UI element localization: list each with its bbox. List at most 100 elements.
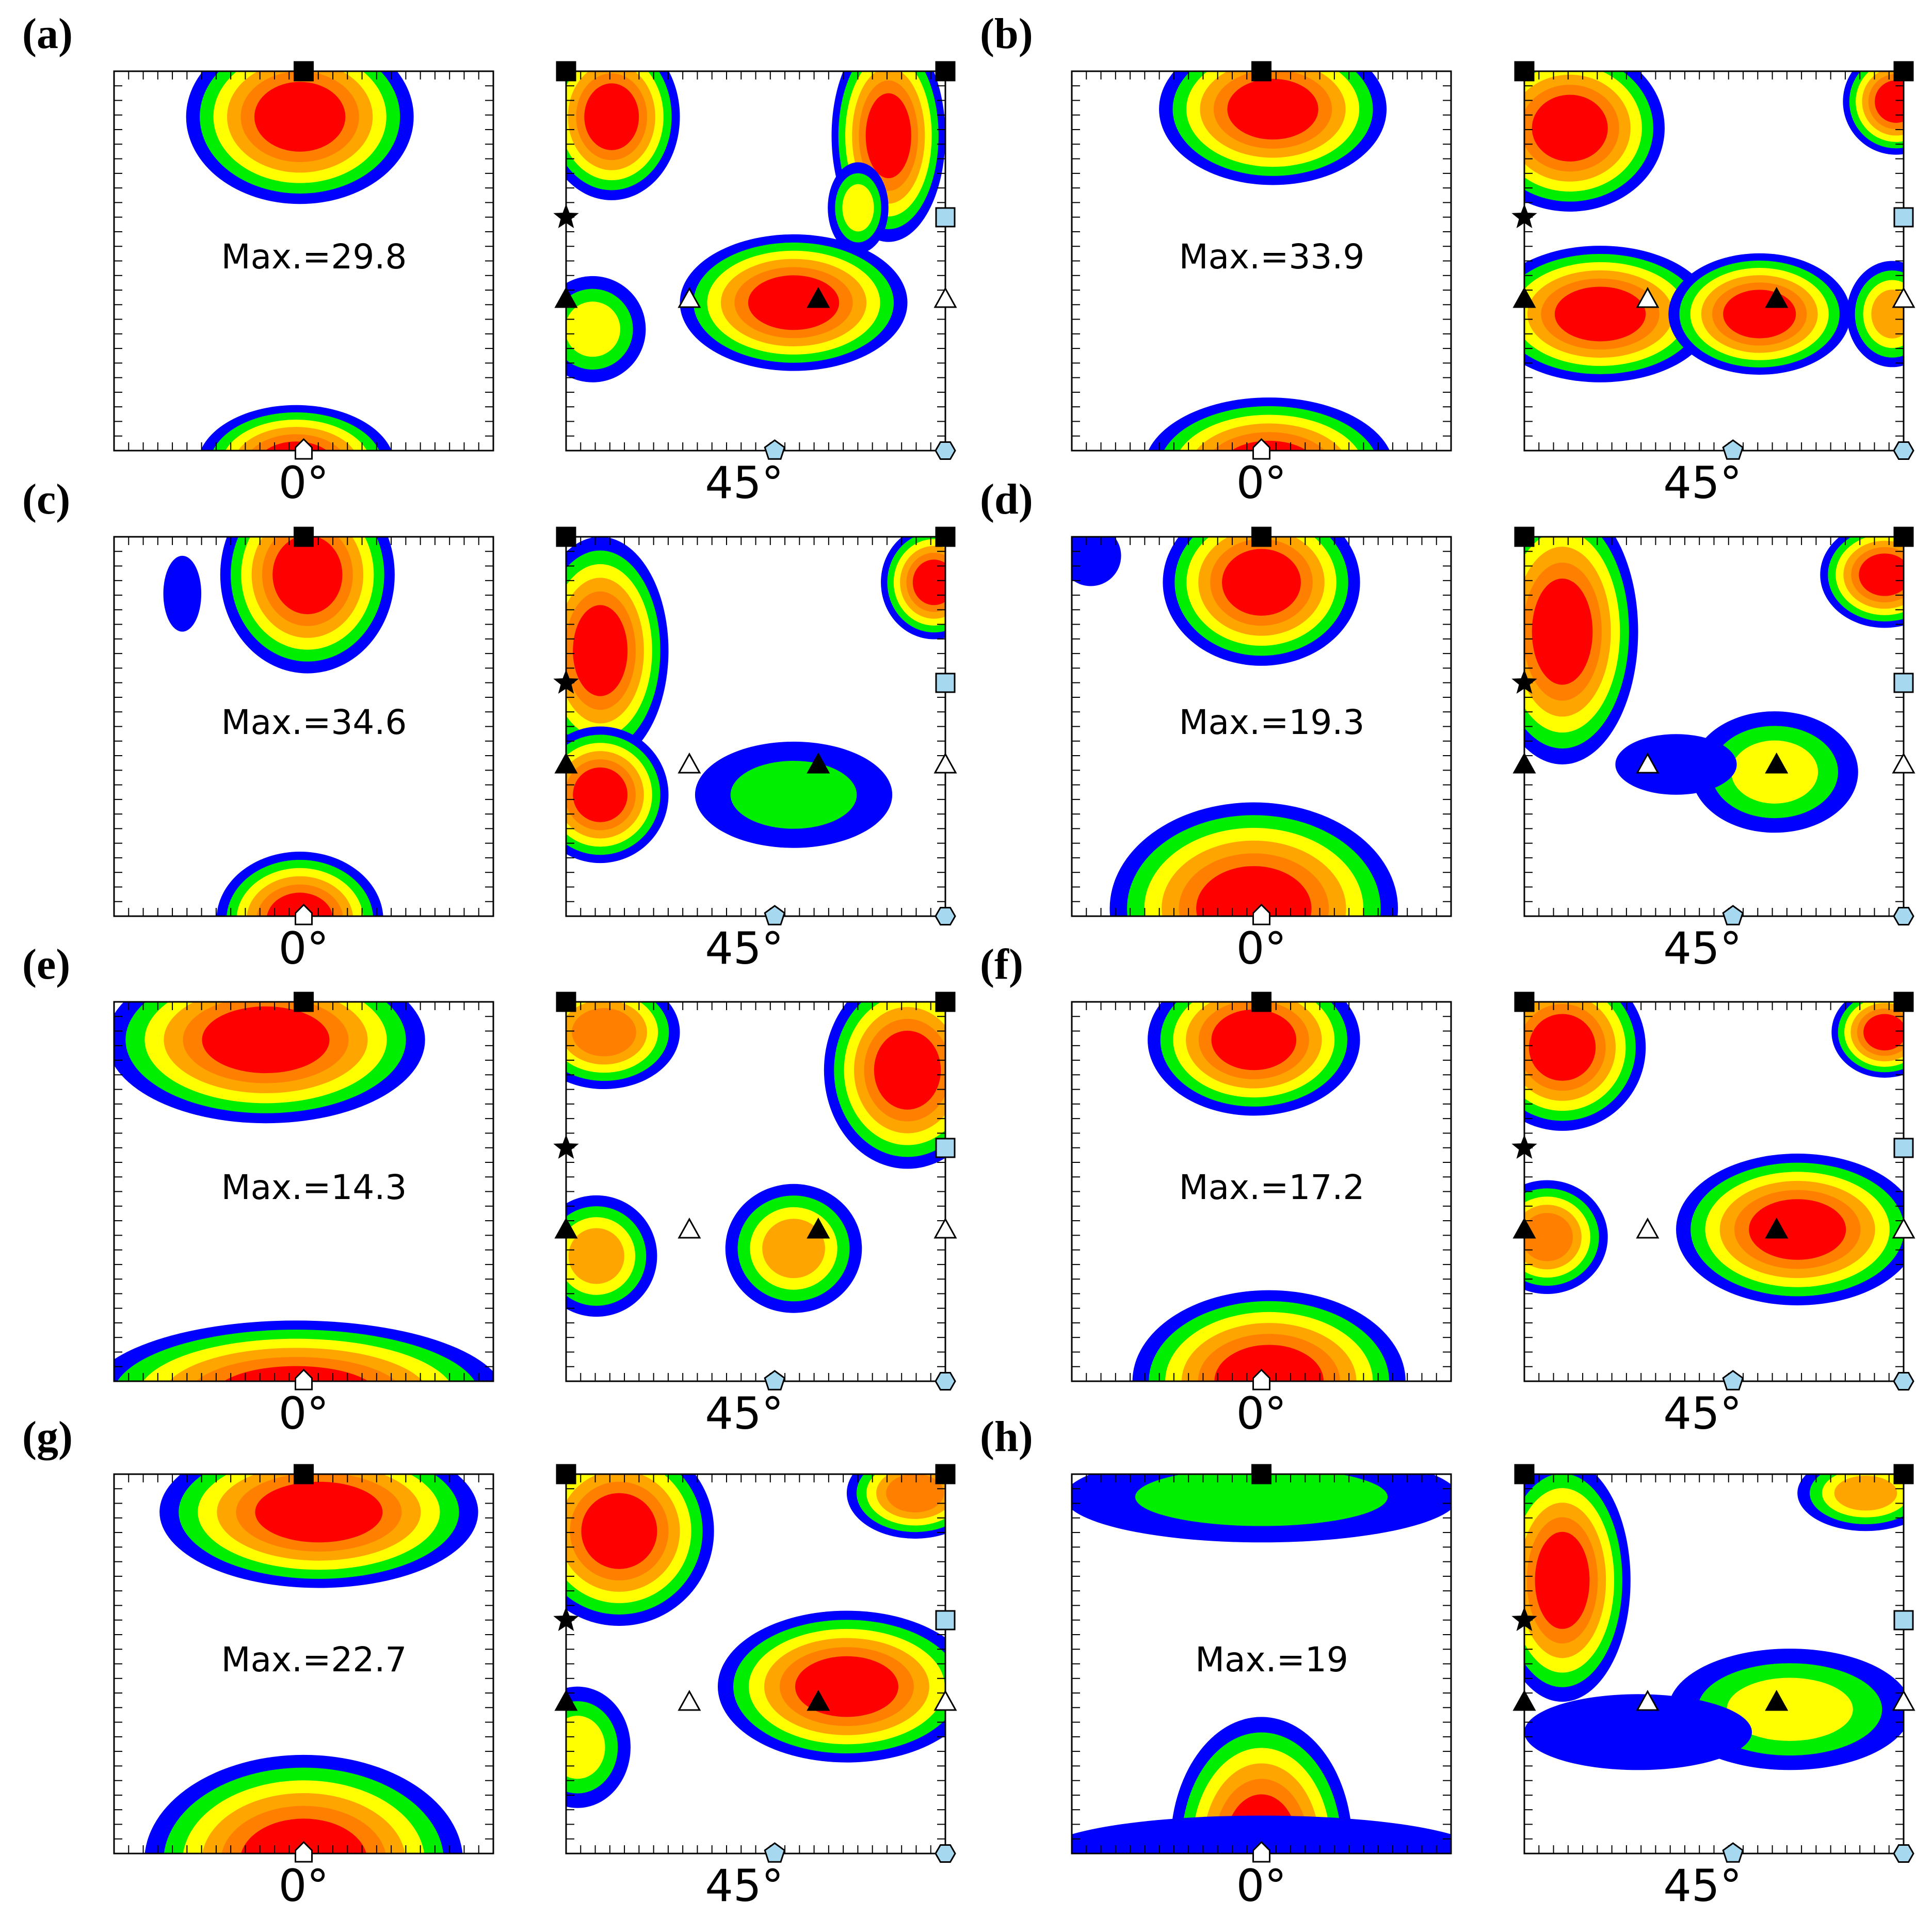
contour-group	[144, 1474, 478, 1854]
square-marker	[1514, 992, 1535, 1012]
hexagon-marker-hatched	[935, 1844, 956, 1863]
contour-level-6	[267, 892, 333, 916]
contour-level-3	[566, 1716, 605, 1779]
square-marker	[935, 61, 956, 82]
section-angle-label: 0°	[1236, 1388, 1287, 1440]
open-triangle-marker	[678, 286, 701, 308]
square-marker	[935, 1464, 956, 1484]
filled-triangle-marker	[554, 286, 578, 308]
contour-level-6	[1723, 290, 1796, 339]
star-marker	[553, 669, 579, 694]
plot-frame	[565, 536, 946, 917]
filled-triangle-marker	[807, 1689, 830, 1711]
contour-group	[1072, 1474, 1451, 1854]
contour-level-6	[581, 1493, 657, 1569]
contour-level-6	[1211, 1009, 1297, 1071]
contour-level-3	[1727, 1678, 1853, 1741]
hatched-square-marker	[935, 673, 956, 693]
contour-group	[1524, 537, 1904, 833]
panel-f: (f) 0° Max.=17.2 45°	[980, 940, 1915, 1440]
contour-group	[1132, 1002, 1406, 1381]
section-45-plot: 45°	[1511, 526, 1915, 975]
contour-level-6	[1214, 1345, 1324, 1381]
max-intensity-label: Max.=19	[1195, 1640, 1348, 1680]
contour-level-6	[1859, 553, 1904, 596]
square-marker	[1251, 992, 1271, 1012]
section-angle-label: 0°	[1236, 923, 1287, 975]
contour-group	[114, 1002, 493, 1381]
contour-group	[163, 537, 395, 916]
hatched-square-marker	[1893, 1610, 1914, 1631]
square-marker	[1514, 61, 1535, 82]
panel-b: (b) 0° Max.=33.9 45°	[980, 10, 1915, 509]
section-0-plot: 0° Max.=33.9	[1071, 61, 1452, 509]
hatched-square-marker	[1893, 207, 1914, 228]
open-triangle-marker	[1636, 286, 1660, 308]
pentagon-marker-hatched	[764, 905, 786, 925]
hatched-square-marker	[935, 1138, 956, 1158]
section-angle-label: 45°	[1663, 1388, 1742, 1440]
plot-frame	[565, 1001, 946, 1382]
contour-level-6	[748, 275, 840, 330]
open-triangle-marker	[678, 1689, 701, 1711]
square-marker	[1893, 992, 1914, 1012]
contour-level-6	[1532, 578, 1593, 685]
contour-level-3	[842, 184, 874, 232]
filled-triangle-marker	[1512, 286, 1536, 308]
open-triangle-marker	[933, 1217, 957, 1239]
open-triangle-marker	[678, 752, 701, 774]
open-triangle-marker	[933, 286, 957, 308]
contour-level-6	[241, 1818, 366, 1854]
square-marker	[294, 61, 314, 82]
contour-group	[1524, 1474, 1904, 1770]
open-triangle-marker	[933, 752, 957, 774]
contour-level-2	[730, 760, 857, 829]
filled-triangle-marker	[1512, 1217, 1536, 1239]
star-marker	[553, 1607, 579, 1631]
filled-triangle-marker	[807, 286, 830, 308]
hatched-square-marker	[1893, 673, 1914, 693]
hexagon-marker-hatched	[1893, 907, 1914, 925]
contour-level-6	[1535, 1531, 1590, 1629]
filled-triangle-marker	[807, 1217, 830, 1239]
panel-label: (b)	[980, 10, 1033, 58]
filled-triangle-marker	[554, 1689, 578, 1711]
section-45-plot: 45°	[553, 1464, 957, 1912]
panel-h: (h) 0° Max.=19 45°	[980, 1413, 1915, 1912]
open-triangle-marker	[1636, 1217, 1660, 1239]
square-marker	[1251, 526, 1271, 547]
max-intensity-label: Max.=22.7	[221, 1640, 407, 1680]
pentagon-marker-hatched	[1722, 1370, 1744, 1391]
filled-triangle-marker	[807, 752, 830, 774]
open-triangle-marker	[1636, 1689, 1660, 1711]
contour-level-6	[865, 93, 911, 179]
square-marker	[556, 992, 576, 1012]
section-0-plot: 0° Max.=29.8	[113, 61, 494, 509]
hexagon-marker-hatched	[1893, 1372, 1914, 1391]
panel-a: (a) 0° Max.=29.8 45°	[22, 10, 957, 509]
section-angle-label: 0°	[279, 923, 329, 975]
contour-level-6	[584, 83, 639, 150]
square-marker	[1514, 526, 1535, 547]
filled-triangle-marker	[1765, 1217, 1789, 1239]
section-45-plot: 45°	[1511, 61, 1915, 509]
section-45-plot: 45°	[553, 992, 957, 1440]
pentagon-marker-hatched	[764, 1842, 786, 1863]
panel-label: (e)	[22, 940, 70, 988]
filled-triangle-marker	[554, 752, 578, 774]
section-0-plot: 0° Max.=19.3	[1071, 526, 1452, 975]
contour-level-6	[254, 82, 346, 152]
contour-level-4	[568, 1228, 624, 1284]
contour-level-6	[1749, 1199, 1846, 1260]
pentagon-marker-white	[295, 1368, 313, 1391]
open-triangle-marker	[678, 1217, 701, 1239]
contour-level-5	[886, 1474, 944, 1513]
contour-level-6	[202, 1006, 330, 1074]
plot-frame	[1523, 1473, 1905, 1855]
contour-level-4	[762, 1219, 825, 1279]
open-triangle-marker	[1892, 1689, 1915, 1711]
plot-frame	[1523, 1001, 1905, 1382]
hexagon-marker-hatched	[1893, 441, 1914, 460]
pentagon-marker-hatched	[1722, 905, 1744, 925]
